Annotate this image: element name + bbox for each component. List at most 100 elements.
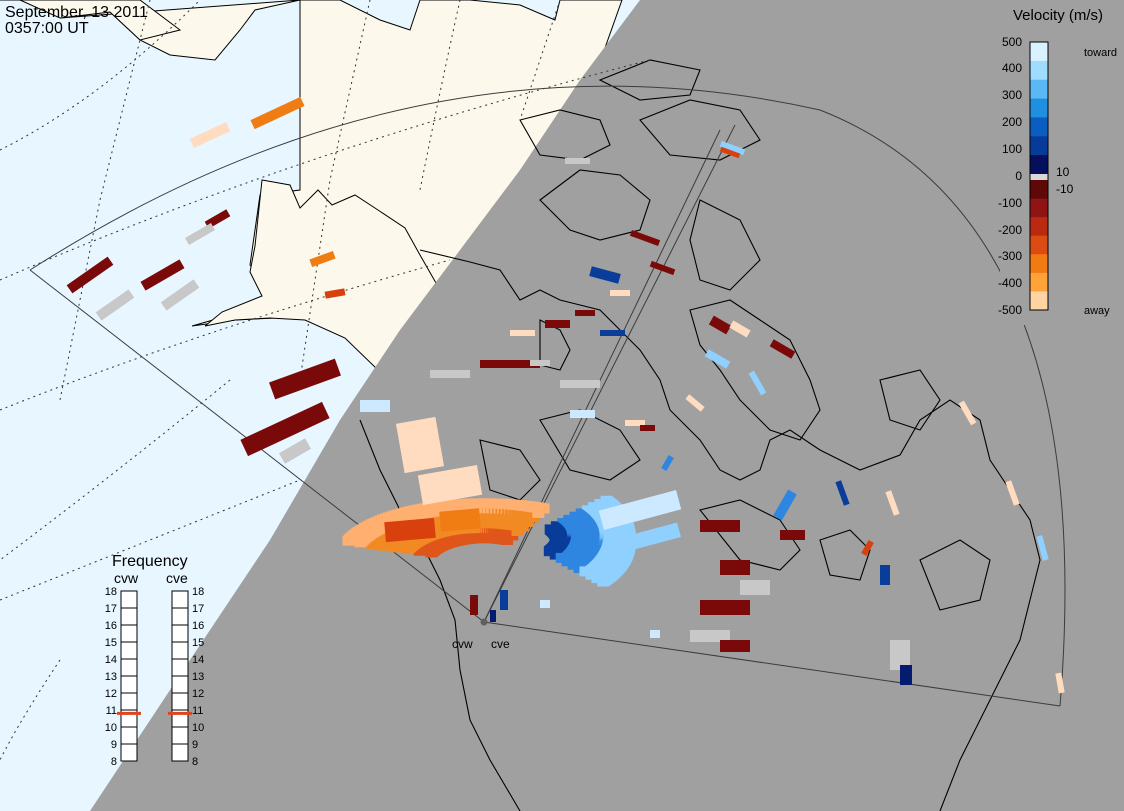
frequency-tick-label: 15 bbox=[105, 637, 117, 649]
echo-cell bbox=[720, 560, 750, 575]
echo-cell bbox=[1036, 535, 1049, 561]
echo-cell bbox=[589, 266, 621, 284]
echo-cell bbox=[661, 455, 674, 471]
frequency-tick-label: 16 bbox=[105, 620, 117, 632]
frequency-panel: Frequency cvw cve 18 17 16 15 14 13 12 11 10 9 8 18… bbox=[105, 553, 205, 768]
echo-cell bbox=[685, 394, 705, 412]
frequency-tick-label: 9 bbox=[192, 739, 198, 751]
echo-cell bbox=[769, 339, 796, 359]
echo-cell bbox=[545, 320, 570, 328]
colorbar-segment bbox=[1030, 42, 1048, 62]
frequency-tick-label: 17 bbox=[192, 603, 204, 615]
frequency-tick-label: 15 bbox=[192, 637, 204, 649]
echo-cell bbox=[704, 349, 731, 369]
echo-cell bbox=[395, 416, 445, 474]
echo-cell bbox=[417, 465, 483, 505]
velocity-tick-label: 500 bbox=[1002, 35, 1022, 49]
echo-cell bbox=[625, 420, 645, 426]
echo-cell bbox=[649, 260, 676, 276]
frequency-tick-label: 18 bbox=[105, 586, 117, 598]
echo-cell bbox=[360, 400, 390, 412]
echo-cell bbox=[490, 610, 496, 622]
frequency-tick-label: 12 bbox=[105, 688, 117, 700]
frequency-title: Frequency bbox=[112, 553, 188, 570]
echo-cell bbox=[575, 310, 595, 316]
frequency-radar-label-cve: cve bbox=[166, 570, 188, 586]
echo-cell bbox=[700, 520, 740, 532]
echo-cell bbox=[861, 540, 874, 556]
colorbar-segment bbox=[1030, 174, 1048, 181]
colorbar-segment bbox=[1030, 217, 1048, 237]
velocity-tick-label: -500 bbox=[998, 303, 1022, 317]
echo-cell bbox=[597, 576, 610, 587]
frequency-tick-label: 14 bbox=[192, 654, 204, 666]
echo-cell bbox=[537, 503, 550, 514]
frequency-tick-label: 13 bbox=[105, 671, 117, 683]
colorbar-segment bbox=[1030, 136, 1048, 156]
echo-cell bbox=[530, 360, 550, 366]
velocity-tick-label: 300 bbox=[1002, 88, 1022, 102]
velocity-tick-label: -10 bbox=[1056, 182, 1074, 196]
frequency-marker-cvw bbox=[117, 711, 141, 715]
frequency-tick-label: 8 bbox=[192, 756, 198, 768]
velocity-tick-labels: 500400300200100100-10-100-200-300-400-50… bbox=[998, 35, 1074, 317]
echo-cell bbox=[324, 288, 346, 299]
frequency-tick-label: 11 bbox=[106, 705, 117, 717]
colorbar-segment bbox=[1030, 291, 1048, 311]
echo-cell bbox=[95, 289, 135, 321]
echo-cell bbox=[748, 370, 767, 396]
velocity-tick-label: 10 bbox=[1056, 165, 1070, 179]
velocity-legend-title: Velocity (m/s) bbox=[1013, 7, 1103, 24]
echo-cell bbox=[719, 146, 741, 159]
echo-cell bbox=[740, 580, 770, 595]
nightside-shading bbox=[90, 0, 1124, 811]
echo-cell bbox=[619, 522, 681, 553]
colorbar-segment bbox=[1030, 272, 1048, 292]
echo-cell bbox=[719, 140, 746, 156]
echo-cell bbox=[540, 600, 550, 608]
radar-echoes bbox=[66, 96, 1065, 694]
velocity-legend: Velocity (m/s) 500400300200100100-10-100… bbox=[998, 0, 1124, 325]
colorbar-segment bbox=[1030, 180, 1048, 200]
echo-cell bbox=[384, 517, 436, 543]
echo-cell bbox=[729, 320, 751, 338]
velocity-tick-label: -300 bbox=[998, 249, 1022, 263]
velocity-tick-label: -100 bbox=[998, 196, 1022, 210]
echo-cell bbox=[900, 665, 912, 685]
site-label-cvw: cvw bbox=[452, 637, 473, 651]
velocity-tick-label: 400 bbox=[1002, 61, 1022, 75]
frequency-tick-label: 18 bbox=[192, 586, 204, 598]
echo-cell bbox=[560, 380, 600, 388]
colorbar-segment bbox=[1030, 155, 1048, 175]
frequency-radar-label-cvw: cvw bbox=[114, 570, 139, 586]
echo-cell bbox=[439, 508, 481, 532]
frequency-tick-label: 17 bbox=[105, 603, 117, 615]
echo-cell bbox=[720, 640, 750, 652]
radar-site-marker bbox=[480, 618, 488, 626]
echo-cell bbox=[269, 358, 341, 400]
echo-cell bbox=[500, 590, 508, 610]
date-label: September, 13 2011 bbox=[5, 4, 148, 21]
echo-cell bbox=[890, 640, 910, 670]
frequency-tick-label: 11 bbox=[192, 705, 203, 717]
frequency-tick-label: 14 bbox=[105, 654, 117, 666]
colorbar-segment bbox=[1030, 60, 1048, 81]
coastlines bbox=[359, 59, 1041, 811]
echo-cell bbox=[610, 290, 630, 296]
echo-cell bbox=[1005, 480, 1020, 506]
colorbar-segment bbox=[1030, 79, 1048, 100]
echo-cell bbox=[885, 490, 900, 516]
echo-cell bbox=[470, 595, 478, 615]
echo-cell bbox=[780, 530, 805, 540]
velocity-tick-label: 200 bbox=[1002, 115, 1022, 129]
echo-cell bbox=[279, 438, 311, 464]
echo-cell bbox=[66, 256, 114, 294]
echo-cell bbox=[958, 400, 977, 426]
frequency-tick-label: 10 bbox=[192, 722, 204, 734]
frequency-scales: 18 17 16 15 14 13 12 11 10 9 8 18 17 16 15 14 13 12 11 10 9 8 bbox=[105, 586, 205, 768]
time-label: 0357:00 UT bbox=[5, 20, 89, 37]
velocity-tick-label: 0 bbox=[1015, 169, 1022, 183]
colorbar-segment bbox=[1030, 235, 1048, 255]
